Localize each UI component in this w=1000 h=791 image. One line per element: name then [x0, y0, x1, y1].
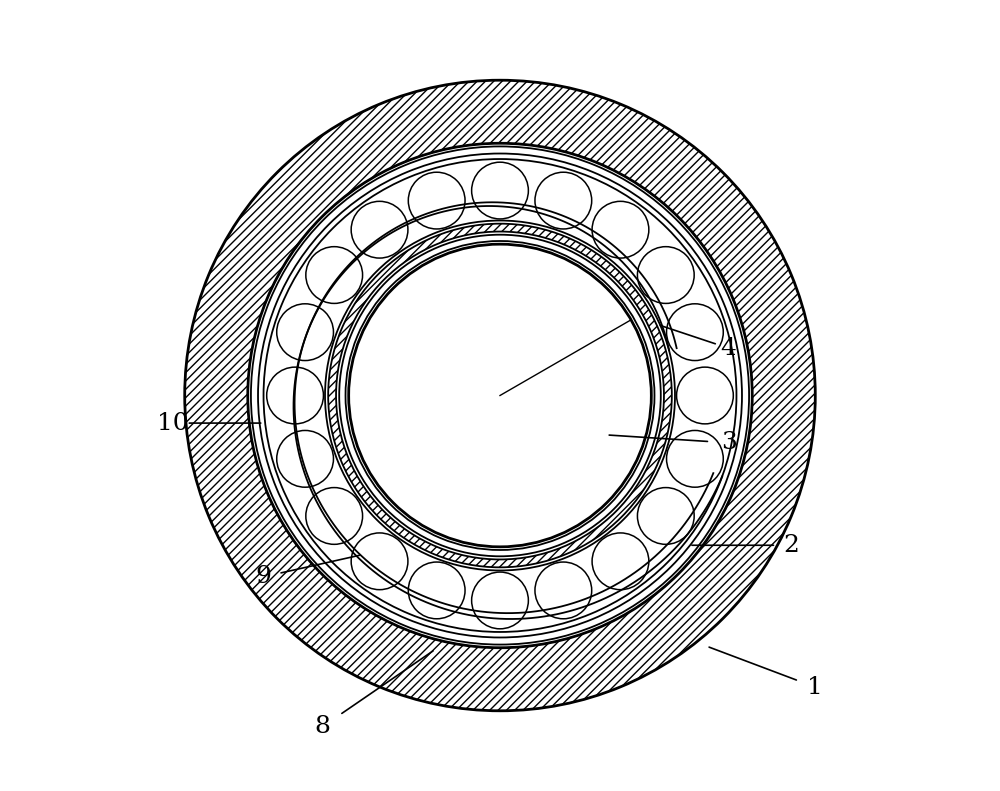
Wedge shape	[328, 224, 672, 567]
Circle shape	[535, 562, 592, 619]
Circle shape	[472, 162, 528, 219]
Circle shape	[637, 487, 694, 544]
Circle shape	[677, 367, 733, 424]
Circle shape	[349, 244, 651, 547]
Text: 4: 4	[721, 337, 737, 360]
Circle shape	[267, 367, 323, 424]
Circle shape	[637, 247, 694, 304]
Text: 3: 3	[721, 431, 737, 454]
Text: 8: 8	[315, 715, 331, 738]
Wedge shape	[251, 146, 749, 645]
Text: 2: 2	[784, 534, 800, 557]
Text: 9: 9	[256, 566, 271, 589]
Circle shape	[277, 430, 333, 487]
Circle shape	[306, 247, 363, 304]
Circle shape	[351, 533, 408, 589]
Circle shape	[351, 202, 408, 258]
Circle shape	[408, 172, 465, 229]
Circle shape	[592, 533, 649, 589]
Text: 1: 1	[807, 676, 823, 698]
Circle shape	[408, 562, 465, 619]
Text: 10: 10	[157, 411, 189, 434]
Circle shape	[306, 487, 363, 544]
Circle shape	[535, 172, 592, 229]
Circle shape	[667, 430, 723, 487]
Wedge shape	[185, 80, 815, 711]
Wedge shape	[264, 159, 736, 632]
Circle shape	[472, 572, 528, 629]
Circle shape	[592, 202, 649, 258]
Circle shape	[667, 304, 723, 361]
Circle shape	[277, 304, 333, 361]
Wedge shape	[339, 235, 661, 556]
